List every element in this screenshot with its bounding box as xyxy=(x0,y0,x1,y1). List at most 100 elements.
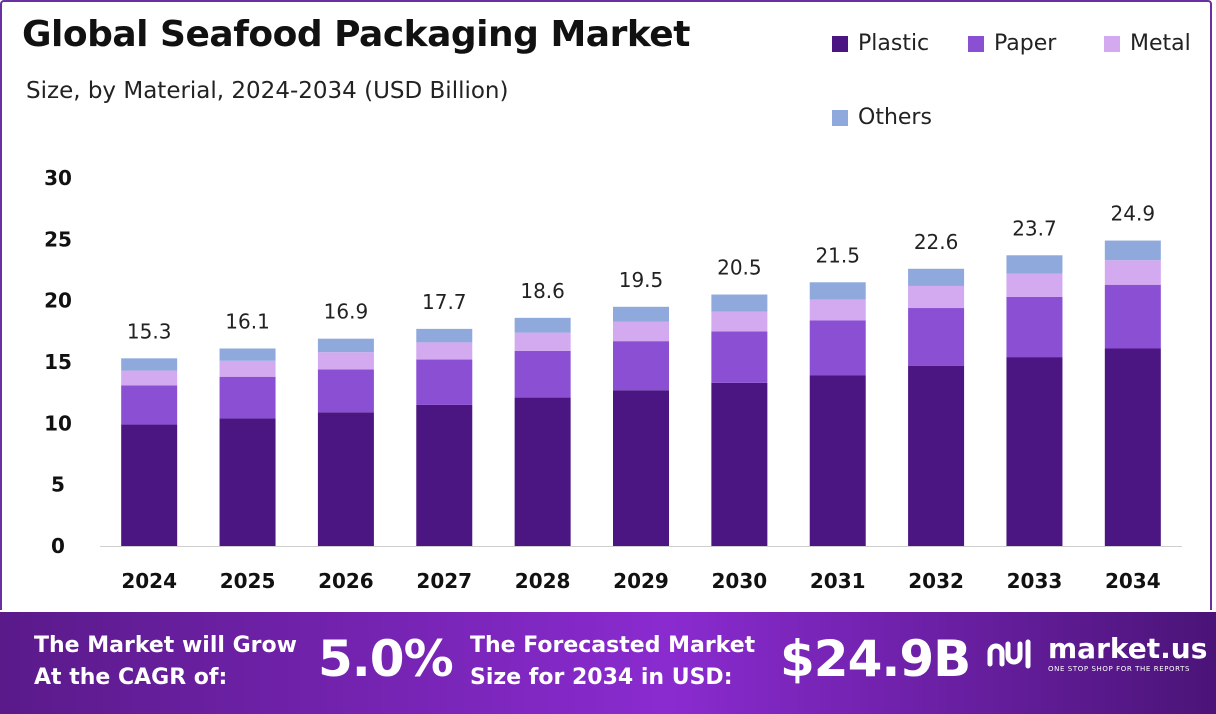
x-tick-label: 2030 xyxy=(712,569,768,593)
bar-metal-2034 xyxy=(1104,260,1161,285)
bar-plastic-2030 xyxy=(711,382,768,546)
bar-metal-2029 xyxy=(613,321,669,342)
bar-paper-2026 xyxy=(317,369,374,413)
bar-plastic-2033 xyxy=(1006,357,1063,546)
y-tick-label: 10 xyxy=(44,411,72,435)
x-tick-label: 2027 xyxy=(416,569,472,593)
brand-logo: market.us ONE STOP SHOP FOR THE REPORTS xyxy=(986,634,1207,674)
bar-total-label: 16.1 xyxy=(225,310,270,334)
forecast-caption: The Forecasted Market Size for 2034 in U… xyxy=(470,630,755,694)
bar-others-2034 xyxy=(1104,240,1161,261)
bar-metal-2033 xyxy=(1006,273,1063,297)
x-tick-label: 2025 xyxy=(220,569,276,593)
cagr-caption: The Market will Grow At the CAGR of: xyxy=(34,630,297,694)
bar-plastic-2026 xyxy=(317,412,374,546)
stacked-bar-chart: 05101520253015.3202416.1202516.9202617.7… xyxy=(44,166,1182,593)
bar-others-2032 xyxy=(908,268,965,286)
brand-name: market.us xyxy=(1048,632,1208,665)
chart-subtitle: Size, by Material, 2024-2034 (USD Billio… xyxy=(26,78,509,104)
y-tick-label: 0 xyxy=(51,534,65,558)
forecast-caption-line2: Size for 2034 in USD: xyxy=(470,665,733,690)
forecast-value: $24.9B xyxy=(780,630,971,688)
x-tick-label: 2034 xyxy=(1105,569,1161,593)
bar-paper-2033 xyxy=(1006,296,1063,358)
brand-tagline: ONE STOP SHOP FOR THE REPORTS xyxy=(1048,665,1191,673)
bar-total-label: 23.7 xyxy=(1012,216,1057,240)
bar-metal-2024 xyxy=(121,370,178,386)
legend-item-plastic: Plastic xyxy=(832,31,929,56)
bar-total-label: 20.5 xyxy=(717,256,762,280)
bar-plastic-2031 xyxy=(809,375,866,546)
x-tick-label: 2028 xyxy=(515,569,571,593)
legend-swatch-metal xyxy=(1104,35,1120,52)
bar-total-label: 15.3 xyxy=(127,319,172,343)
chart-title: Global Seafood Packaging Market xyxy=(22,14,690,55)
bar-paper-2027 xyxy=(416,359,473,405)
bar-paper-2024 xyxy=(121,385,178,425)
legend-label-others: Others xyxy=(858,105,932,130)
x-tick-label: 2032 xyxy=(908,569,964,593)
bar-metal-2031 xyxy=(809,299,866,321)
y-tick-label: 30 xyxy=(44,166,72,190)
legend-swatch-others xyxy=(832,109,848,126)
bar-paper-2029 xyxy=(613,341,669,391)
x-tick-label: 2031 xyxy=(810,569,866,593)
legend-swatch-plastic xyxy=(832,35,848,52)
legend-item-paper: Paper xyxy=(968,31,1056,56)
bar-paper-2025 xyxy=(219,376,276,419)
cagr-value: 5.0% xyxy=(318,630,454,688)
legend-swatch-paper xyxy=(968,35,984,52)
chart-frame xyxy=(0,0,1212,610)
market-us-logo-icon xyxy=(987,639,1031,669)
bar-total-label: 24.9 xyxy=(1111,202,1156,226)
bar-paper-2032 xyxy=(908,308,965,366)
bar-others-2028 xyxy=(514,317,571,333)
bar-total-label: 16.9 xyxy=(324,300,369,324)
bar-others-2027 xyxy=(416,328,473,343)
bar-metal-2030 xyxy=(711,311,768,332)
bar-others-2031 xyxy=(809,282,866,300)
cagr-caption-line1: The Market will Grow xyxy=(34,633,297,658)
bar-paper-2030 xyxy=(711,331,768,383)
bar-total-label: 19.5 xyxy=(619,268,664,292)
bar-plastic-2027 xyxy=(416,404,473,546)
bar-others-2030 xyxy=(711,294,768,312)
bar-plastic-2025 xyxy=(219,418,276,546)
bar-paper-2028 xyxy=(514,350,571,398)
bar-paper-2034 xyxy=(1104,284,1161,349)
bar-metal-2027 xyxy=(416,342,473,360)
bar-metal-2025 xyxy=(219,360,276,377)
y-tick-label: 15 xyxy=(44,350,72,374)
legend-label-paper: Paper xyxy=(994,31,1057,56)
legend-label-plastic: Plastic xyxy=(858,31,930,56)
y-tick-label: 5 xyxy=(51,473,65,497)
x-tick-label: 2033 xyxy=(1007,569,1063,593)
legend-item-others: Others xyxy=(832,105,932,130)
cagr-caption-line2: At the CAGR of: xyxy=(34,665,228,690)
bar-paper-2031 xyxy=(809,320,866,376)
x-tick-label: 2029 xyxy=(613,569,669,593)
bar-others-2024 xyxy=(121,358,178,371)
x-tick-label: 2026 xyxy=(318,569,374,593)
legend-item-metal: Metal xyxy=(1104,31,1191,56)
y-tick-label: 25 xyxy=(44,227,72,251)
forecast-caption-line1: The Forecasted Market xyxy=(470,633,756,658)
bar-total-label: 22.6 xyxy=(914,230,959,254)
bar-total-label: 21.5 xyxy=(815,243,860,267)
bar-others-2025 xyxy=(219,348,276,361)
bar-plastic-2024 xyxy=(121,424,178,546)
bar-others-2029 xyxy=(613,306,669,322)
bar-plastic-2032 xyxy=(908,365,965,546)
bar-others-2033 xyxy=(1006,255,1063,274)
bar-metal-2032 xyxy=(908,285,965,309)
x-tick-label: 2024 xyxy=(121,569,177,593)
bar-total-label: 17.7 xyxy=(422,290,467,314)
brand-text: market.us ONE STOP SHOP FOR THE REPORTS xyxy=(1048,634,1207,674)
bar-plastic-2034 xyxy=(1104,348,1161,546)
y-tick-label: 20 xyxy=(44,289,72,313)
bar-plastic-2028 xyxy=(514,397,571,546)
footer-banner: The Market will Grow At the CAGR of: 5.0… xyxy=(0,612,1216,714)
bar-others-2026 xyxy=(317,338,374,353)
bar-metal-2026 xyxy=(317,352,374,370)
bar-metal-2028 xyxy=(514,332,571,351)
